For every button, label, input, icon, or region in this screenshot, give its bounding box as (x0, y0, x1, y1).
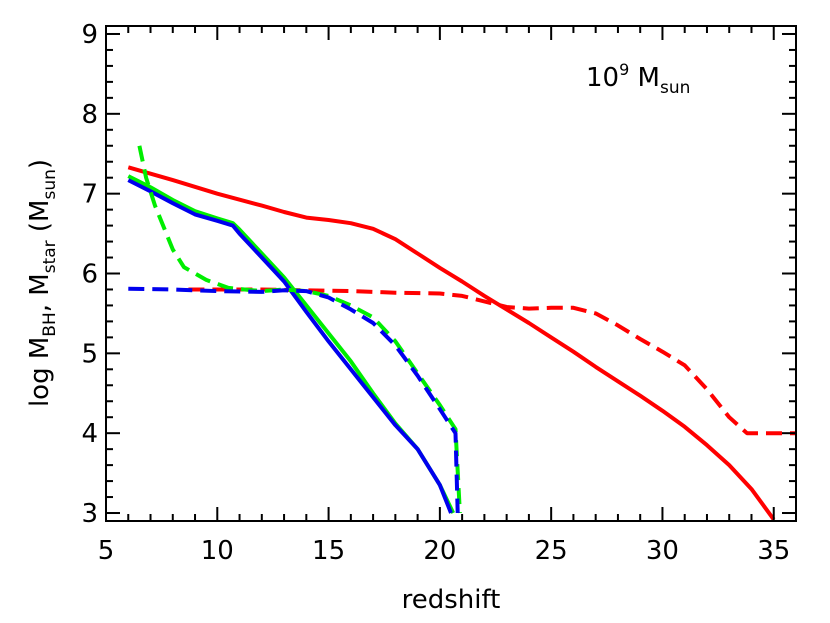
x-axis-label: redshift (402, 585, 501, 615)
series-line-3 (127, 174, 456, 514)
tick-label-layer: 5 10 15 20 25 30 35 3 4 5 6 7 8 9 (81, 20, 790, 566)
y-tick-label: 7 (81, 180, 98, 210)
series-line-2 (188, 287, 796, 436)
series-line-4 (127, 178, 453, 514)
mass-annotation: 109 Msun (586, 60, 690, 98)
y-axis-label: log MBH, Mstar (Msun) (25, 159, 60, 407)
x-tick-label: 35 (757, 536, 790, 566)
y-tick-label: 5 (81, 339, 98, 369)
series-line-1 (127, 165, 776, 521)
series-line-6 (128, 286, 460, 514)
y-tick-label: 8 (81, 100, 98, 130)
y-tick-label: 6 (81, 260, 98, 290)
x-tick-label: 30 (646, 536, 679, 566)
y-tick-label: 3 (81, 499, 98, 529)
series-layer (127, 145, 796, 521)
x-tick-label: 15 (312, 536, 345, 566)
x-tick-label: 5 (98, 536, 115, 566)
series-line-5 (137, 145, 462, 514)
x-tick-label: 20 (423, 536, 456, 566)
x-tick-label: 10 (201, 536, 234, 566)
tick-layer (105, 26, 797, 521)
y-tick-label: 9 (81, 20, 98, 50)
x-tick-label: 25 (535, 536, 568, 566)
y-tick-label: 4 (81, 419, 98, 449)
